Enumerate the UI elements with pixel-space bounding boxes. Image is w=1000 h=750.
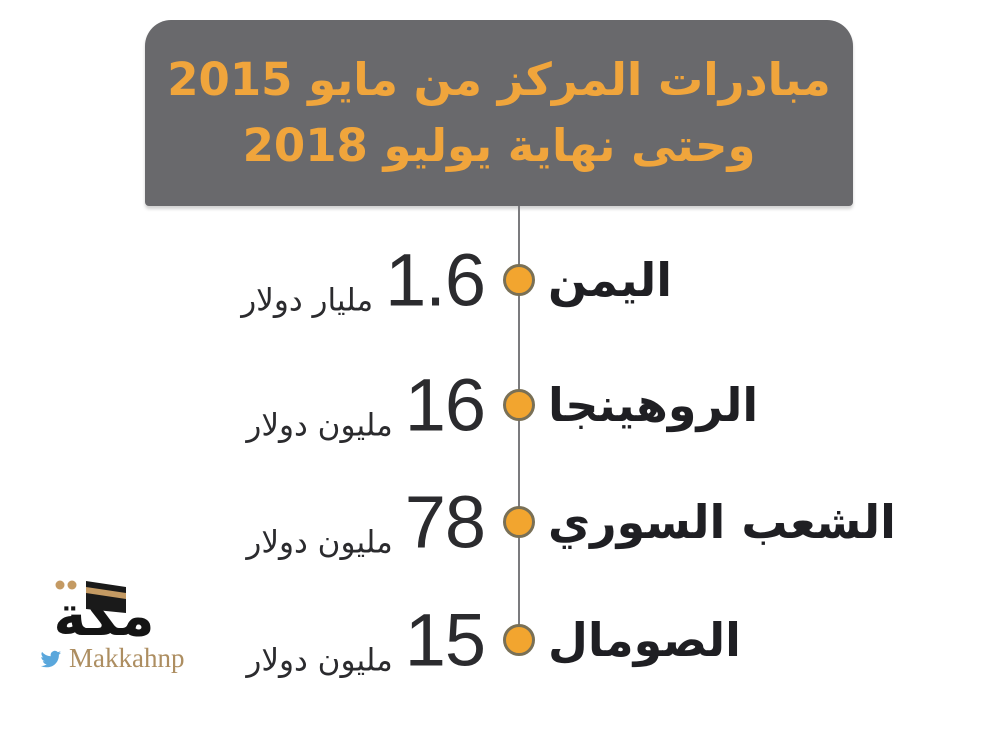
- value-number: 78: [404, 480, 486, 564]
- value-group-yemen: 1.6 مليار دولار: [241, 238, 486, 323]
- logo-gold-dot: [55, 580, 65, 590]
- logo-gold-dot: [67, 580, 77, 590]
- value-number: 1.6: [385, 238, 486, 322]
- kaaba-icon: [86, 581, 126, 613]
- twitter-bird-icon: [40, 650, 62, 667]
- value-number: 16: [404, 363, 486, 447]
- category-label-rohingya: الروهينجا: [548, 378, 759, 432]
- category-label-syrian-people: الشعب السوري: [548, 495, 896, 549]
- timeline-dot: [503, 506, 535, 538]
- timeline-line: [518, 206, 520, 642]
- value-unit: مليون دولار: [246, 524, 393, 560]
- makkah-logo: مكة Makkahnp: [34, 577, 184, 674]
- title-line-1: مبادرات المركز من مايو 2015: [167, 53, 831, 106]
- value-number: 15: [404, 598, 486, 682]
- makkah-wordmark-icon: مكة: [53, 580, 155, 643]
- value-unit: مليون دولار: [246, 407, 393, 443]
- twitter-handle[interactable]: Makkahnp: [69, 643, 185, 673]
- title-box: مبادرات المركز من مايو 2015 وحتى نهاية ي…: [145, 20, 853, 206]
- value-unit: مليون دولار: [246, 642, 393, 678]
- timeline-dot: [503, 264, 535, 296]
- category-label-somalia: الصومال: [548, 613, 741, 667]
- timeline-dot: [503, 389, 535, 421]
- value-group-somalia: 15 مليون دولار: [246, 598, 486, 683]
- value-group-rohingya: 16 مليون دولار: [246, 363, 486, 448]
- category-label-yemen: اليمن: [548, 253, 673, 307]
- value-unit: مليار دولار: [241, 282, 374, 318]
- timeline-dot: [503, 624, 535, 656]
- title-line-2: وحتى نهاية يوليو 2018: [242, 119, 756, 172]
- value-group-syrian-people: 78 مليون دولار: [246, 480, 486, 565]
- twitter-handle-row[interactable]: Makkahnp: [40, 643, 184, 674]
